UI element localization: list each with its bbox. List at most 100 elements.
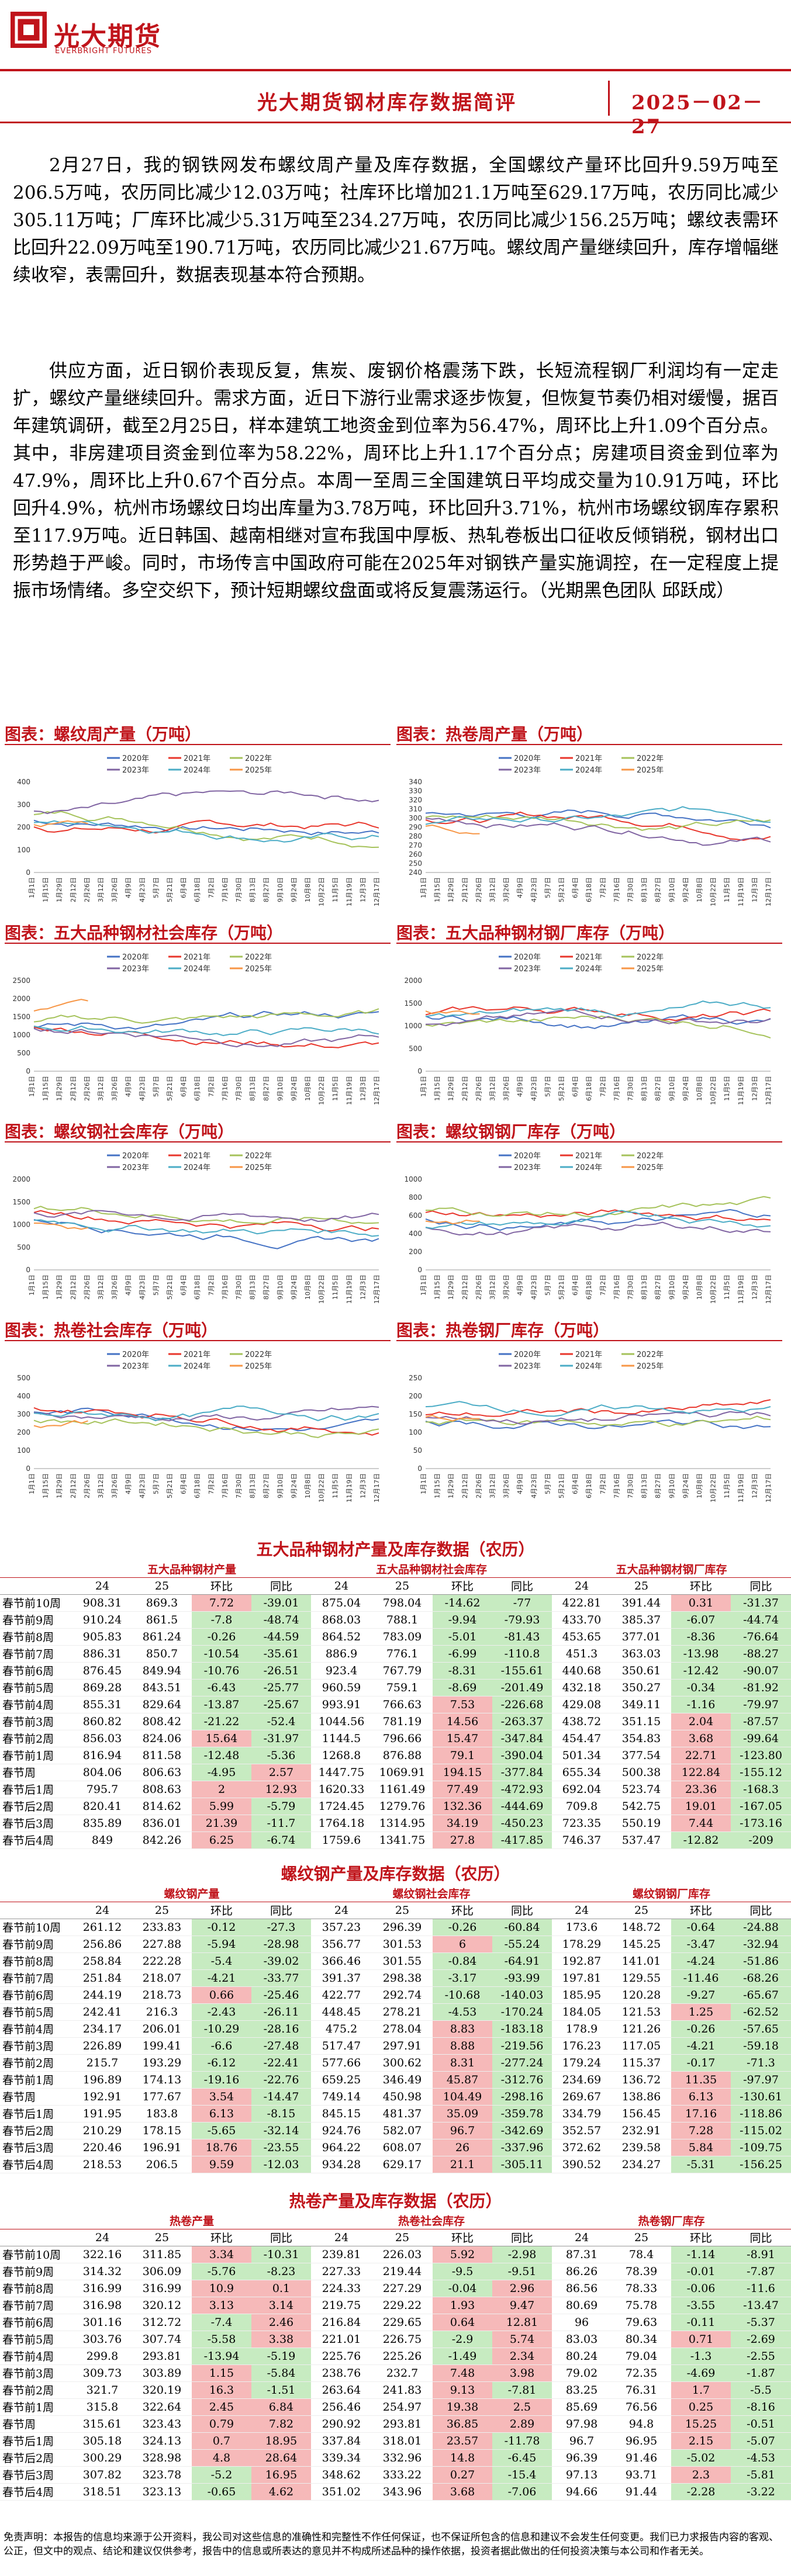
table-cell: 311.85 bbox=[132, 2246, 192, 2263]
x-tick-label: 7月16日 bbox=[613, 1076, 620, 1101]
table-cell: -2.28 bbox=[671, 2483, 731, 2501]
table-cell: -0.34 bbox=[671, 1679, 731, 1696]
table-cell: 3.68 bbox=[671, 1730, 731, 1747]
table-cell: 808.42 bbox=[132, 1713, 192, 1730]
column-header: 24 bbox=[552, 1577, 612, 1595]
table-cell: 12.81 bbox=[492, 2314, 552, 2331]
x-tick-label: 11月19日 bbox=[346, 877, 353, 906]
table-cell: 2.45 bbox=[192, 2398, 251, 2416]
table-cell: 122.84 bbox=[671, 1764, 731, 1781]
table-cell: 4.8 bbox=[192, 2449, 251, 2467]
row-label: 春节后2周 bbox=[0, 2449, 72, 2467]
table-cell: 156.45 bbox=[612, 2105, 672, 2123]
table-cell: -6.12 bbox=[192, 2054, 251, 2072]
table-cell: -9.5 bbox=[433, 2263, 493, 2280]
table-cell: 227.88 bbox=[132, 1936, 192, 1953]
table-row: 春节周 315.61 323.43 0.79 7.82 290.92 293.81 36.85… bbox=[0, 2415, 791, 2433]
logo-english-name: EVERBRIGHT FUTURES bbox=[55, 47, 153, 56]
legend-label: 2023年 bbox=[122, 1362, 149, 1371]
table-cell: 10.9 bbox=[192, 2280, 251, 2297]
table-cell: 905.83 bbox=[72, 1628, 132, 1646]
table-cell: 334.79 bbox=[552, 2105, 612, 2123]
series-line-2024年 bbox=[33, 1025, 379, 1037]
series-line-2021年 bbox=[33, 1407, 379, 1436]
table-cell: 225.76 bbox=[311, 2348, 372, 2365]
table-row: 春节前1周 816.94 811.58 -12.48 -5.36 1268.8 876.88… bbox=[0, 1747, 791, 1764]
table-cell: 723.35 bbox=[552, 1815, 612, 1832]
table-cell: 216.84 bbox=[311, 2314, 372, 2331]
x-tick-label: 10月8日 bbox=[304, 1076, 312, 1101]
table-cell: 210.29 bbox=[72, 2122, 132, 2139]
x-tick-label: 9月24日 bbox=[682, 877, 689, 902]
y-tick-label: 330 bbox=[409, 787, 422, 795]
row-label: 春节前7周 bbox=[0, 1969, 72, 1987]
series-line-2024年 bbox=[425, 1210, 771, 1230]
table-cell: 179.24 bbox=[552, 2054, 612, 2072]
table-cell: 2.57 bbox=[251, 1764, 312, 1781]
table-cell: 1314.95 bbox=[372, 1815, 433, 1832]
table-cell: 36.85 bbox=[433, 2415, 493, 2433]
y-tick-label: 320 bbox=[409, 796, 422, 804]
table-cell: -15.4 bbox=[492, 2466, 552, 2484]
x-tick-label: 2月26日 bbox=[83, 1275, 91, 1300]
table-cell: -298.16 bbox=[492, 2088, 552, 2106]
table-cell: 83.03 bbox=[552, 2331, 612, 2348]
x-tick-label: 10月8日 bbox=[696, 877, 703, 902]
table-cell: 339.34 bbox=[311, 2449, 372, 2467]
table-cell: 178.15 bbox=[132, 2122, 192, 2139]
table-cell: -11.46 bbox=[671, 1969, 731, 1987]
y-tick-label: 1500 bbox=[404, 999, 422, 1007]
table-row: 春节前10周 261.12 233.83 -0.12 -27.3 357.23 296.39… bbox=[0, 1919, 791, 1936]
table-cell: 2.15 bbox=[671, 2432, 731, 2450]
x-tick-label: 2月12日 bbox=[461, 1473, 469, 1498]
legend-label: 2021年 bbox=[184, 1152, 210, 1161]
chart-title: 图表：热卷钢厂库存（万吨） bbox=[396, 1321, 610, 1340]
x-tick-label: 3月26日 bbox=[503, 1473, 510, 1498]
table-cell: 993.91 bbox=[311, 1696, 372, 1713]
table-cell: -0.06 bbox=[671, 2280, 731, 2297]
table-cell: 225.26 bbox=[372, 2348, 433, 2365]
x-tick-label: 10月8日 bbox=[696, 1473, 703, 1498]
table-cell: 234.17 bbox=[72, 2020, 132, 2038]
table-cell: 354.83 bbox=[612, 1730, 672, 1747]
table-cell: -472.93 bbox=[492, 1781, 552, 1798]
table-cell: 292.74 bbox=[372, 1986, 433, 2004]
table-cell: -0.26 bbox=[671, 2020, 731, 2038]
table-cell: 234.27 bbox=[612, 2156, 672, 2173]
table-cell: 806.63 bbox=[132, 1764, 192, 1781]
row-label: 春节前8周 bbox=[0, 1628, 72, 1646]
table-cell: 845.15 bbox=[311, 2105, 372, 2123]
x-tick-label: 10月8日 bbox=[304, 877, 312, 902]
table-cell: 197.81 bbox=[552, 1969, 612, 1987]
table-cell: 3.14 bbox=[251, 2297, 312, 2314]
y-tick-label: 50 bbox=[413, 1446, 422, 1455]
table-cell: 3.34 bbox=[192, 2246, 251, 2263]
table-cell: 256.46 bbox=[311, 2398, 372, 2416]
table-cell: 117.05 bbox=[612, 2037, 672, 2055]
x-tick-label: 3月12日 bbox=[489, 1076, 496, 1101]
table-cell: -444.69 bbox=[492, 1798, 552, 1815]
legend-label: 2021年 bbox=[184, 754, 210, 763]
x-tick-label: 12月17日 bbox=[373, 1473, 381, 1502]
x-tick-label: 5月21日 bbox=[558, 1473, 565, 1498]
x-tick-label: 8月27日 bbox=[654, 1473, 662, 1498]
table-cell: 138.86 bbox=[612, 2088, 672, 2106]
chart-title-underline bbox=[5, 1141, 391, 1142]
table-cell: 94.66 bbox=[552, 2483, 612, 2501]
table-cell: -39.02 bbox=[251, 1952, 312, 1970]
table-cell: 5.84 bbox=[671, 2139, 731, 2156]
y-tick-label: 0 bbox=[417, 1464, 422, 1473]
table-row: 春节前10周 908.31 869.3 7.72 -39.01 875.04 798.04-… bbox=[0, 1594, 791, 1612]
table-cell: 0.66 bbox=[192, 1986, 251, 2004]
x-tick-label: 3月12日 bbox=[97, 1473, 105, 1498]
x-tick-label: 1月29日 bbox=[56, 1275, 63, 1300]
report-date: 2025－02－27 bbox=[631, 91, 764, 139]
table-cell: 132.36 bbox=[433, 1798, 493, 1815]
table-cell: -7.4 bbox=[192, 2314, 251, 2331]
legend-label: 2025年 bbox=[245, 766, 272, 775]
table-cell: 3.38 bbox=[251, 2331, 312, 2348]
x-tick-label: 9月10日 bbox=[277, 1275, 284, 1300]
table-cell: -60.84 bbox=[492, 1919, 552, 1936]
table-cell: 608.07 bbox=[372, 2139, 433, 2156]
table-cell: -0.04 bbox=[433, 2280, 493, 2297]
